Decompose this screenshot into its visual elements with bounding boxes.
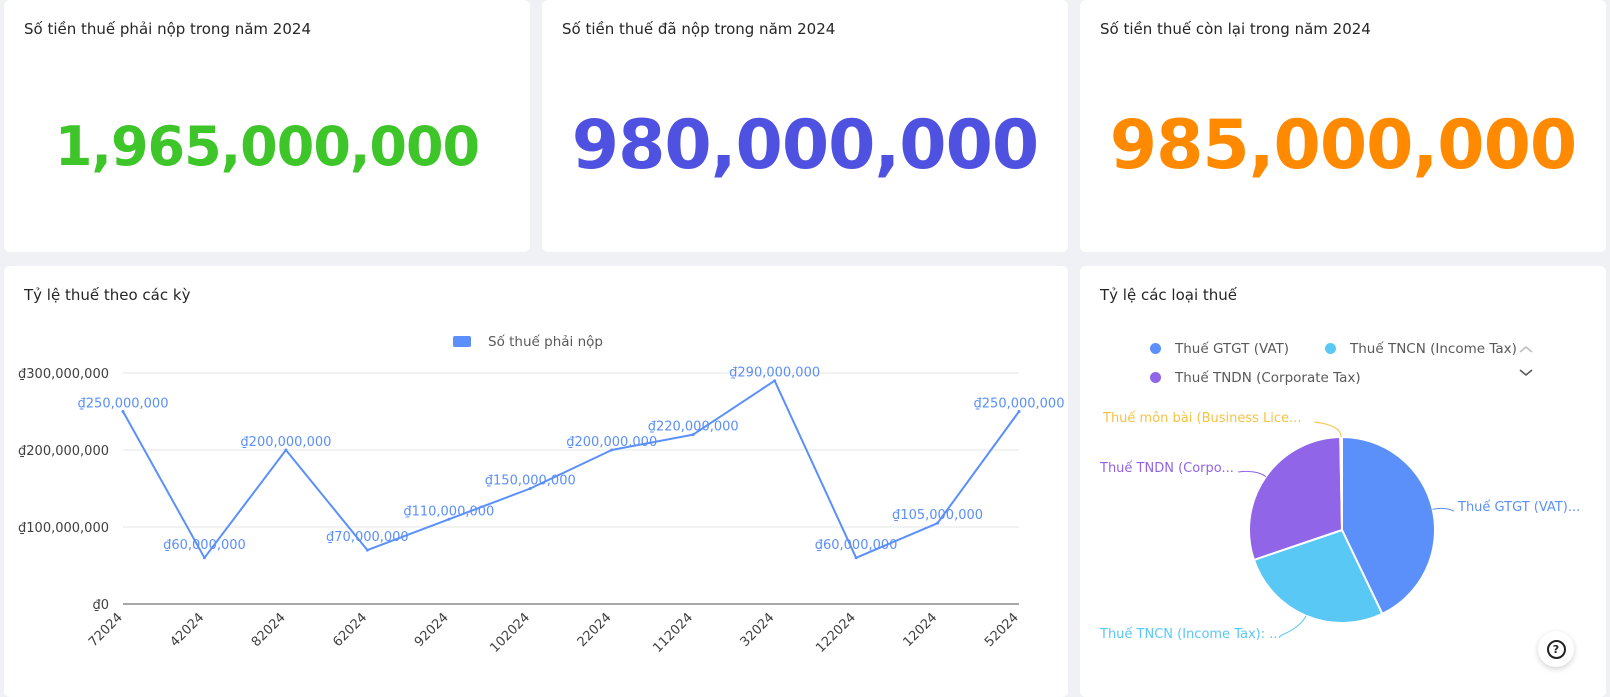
- legend-dot: [1150, 372, 1161, 383]
- slice-label: Thuế TNCN (Income Tax): ...: [1099, 627, 1282, 642]
- pie-chart[interactable]: Thuế môn bài (Business Lice... Thuế TNDN …: [1080, 266, 1606, 697]
- data-label: ₫200,000,000: [566, 435, 657, 450]
- kpi-value: 980,000,000: [571, 106, 1040, 185]
- y-tick-label: ₫300,000,000: [18, 367, 109, 382]
- slice-label: Thuế GTGT (VAT)...: [1457, 500, 1580, 515]
- help-button[interactable]: ?: [1538, 631, 1574, 667]
- data-point[interactable]: [691, 433, 695, 437]
- x-tick-label: 22024: [575, 610, 615, 650]
- leader-line: [1237, 470, 1267, 477]
- y-tick-label: ₫0: [92, 598, 109, 613]
- leader-line: [1279, 615, 1307, 637]
- kpi-title: Số tiền thuế còn lại trong năm 2024: [1100, 20, 1371, 38]
- kpi-value: 1,965,000,000: [54, 115, 480, 178]
- line-chart-card: Tỷ lệ thuế theo các kỳ Số thuế phải nộp ₫…: [4, 266, 1068, 697]
- data-label: ₫220,000,000: [648, 420, 739, 435]
- data-label: ₫60,000,000: [815, 538, 898, 553]
- x-tick-label: 62024: [330, 610, 370, 650]
- legend-dot: [1325, 343, 1336, 354]
- x-tick-label: 92024: [412, 610, 452, 650]
- legend-label: Thuế TNDN (Corporate Tax): [1175, 370, 1361, 386]
- kpi-title: Số tiền thuế đã nộp trong năm 2024: [562, 20, 836, 38]
- data-label: ₫105,000,000: [892, 508, 983, 523]
- data-label: ₫290,000,000: [729, 366, 820, 381]
- x-tick-label: 12024: [901, 610, 941, 650]
- x-tick-label: 102024: [487, 610, 533, 656]
- x-tick-label: 112024: [650, 610, 696, 656]
- data-label: ₫200,000,000: [240, 435, 331, 450]
- legend-label: Thuế TNCN (Income Tax): [1350, 341, 1517, 357]
- data-label: ₫110,000,000: [403, 504, 494, 519]
- x-tick-label: 52024: [982, 610, 1022, 650]
- pie-slice[interactable]: [1341, 435, 1436, 616]
- data-point[interactable]: [202, 556, 206, 560]
- legend-item-vat[interactable]: Thuế GTGT (VAT): [1150, 341, 1289, 357]
- kpi-value: 985,000,000: [1109, 106, 1578, 185]
- question-circle-icon: ?: [1546, 639, 1566, 659]
- data-label: ₫150,000,000: [485, 474, 576, 489]
- series-line[interactable]: [122, 379, 1020, 559]
- legend-label: Số thuế phải nộp: [488, 333, 603, 350]
- data-point[interactable]: [528, 487, 532, 490]
- x-tick-label: 42024: [167, 610, 207, 650]
- data-label: ₫250,000,000: [974, 397, 1065, 412]
- data-point[interactable]: [284, 448, 288, 452]
- x-tick-label: 82024: [249, 610, 289, 650]
- legend-dot: [1150, 343, 1161, 354]
- data-label: ₫60,000,000: [163, 538, 246, 553]
- kpi-card-remaining: Số tiền thuế còn lại trong năm 2024 985,…: [1080, 0, 1606, 252]
- x-tick-label: 32024: [738, 610, 778, 650]
- data-point[interactable]: [610, 448, 614, 452]
- leader-line: [1313, 421, 1342, 438]
- chart-title: Tỷ lệ các loại thuế: [1100, 286, 1238, 304]
- kpi-card-payable: Số tiền thuế phải nộp trong năm 2024 1,9…: [4, 0, 530, 252]
- data-point[interactable]: [854, 556, 858, 560]
- data-point[interactable]: [1017, 410, 1021, 413]
- pie-chart-card: Tỷ lệ các loại thuế Thuế GTGT (VAT) Thuế…: [1080, 266, 1606, 697]
- chevron-down-icon[interactable]: [1516, 366, 1536, 380]
- legend-swatch: [453, 336, 471, 347]
- legend-item-income-tax[interactable]: Thuế TNCN (Income Tax): [1325, 341, 1517, 357]
- y-tick-label: ₫200,000,000: [18, 444, 109, 459]
- data-point[interactable]: [936, 521, 940, 525]
- line-chart[interactable]: Số thuế phải nộp ₫0 ₫100,000,000 ₫200,000,0…: [4, 266, 1068, 697]
- data-point[interactable]: [773, 379, 777, 383]
- data-label: ₫70,000,000: [326, 530, 409, 545]
- kpi-card-paid: Số tiền thuế đã nộp trong năm 2024 980,0…: [542, 0, 1068, 252]
- legend-item-corporate-tax[interactable]: Thuế TNDN (Corporate Tax): [1150, 370, 1361, 386]
- chart-legend[interactable]: Số thuế phải nộp: [453, 333, 603, 350]
- leader-line: [1432, 507, 1455, 512]
- x-tick-label: 72024: [86, 610, 126, 650]
- y-tick-label: ₫100,000,000: [18, 521, 109, 536]
- data-point[interactable]: [447, 517, 451, 521]
- slice-label: Thuế TNDN (Corpo...: [1099, 461, 1234, 476]
- chart-title: Tỷ lệ thuế theo các kỳ: [24, 286, 191, 304]
- x-tick-label: 122024: [813, 610, 859, 656]
- kpi-title: Số tiền thuế phải nộp trong năm 2024: [24, 20, 311, 38]
- data-label: ₫250,000,000: [78, 397, 169, 412]
- slice-label: Thuế môn bài (Business Lice...: [1102, 411, 1301, 426]
- data-point[interactable]: [121, 410, 125, 413]
- chevron-up-icon[interactable]: [1516, 343, 1536, 357]
- data-point[interactable]: [365, 548, 369, 552]
- legend-label: Thuế GTGT (VAT): [1175, 341, 1290, 357]
